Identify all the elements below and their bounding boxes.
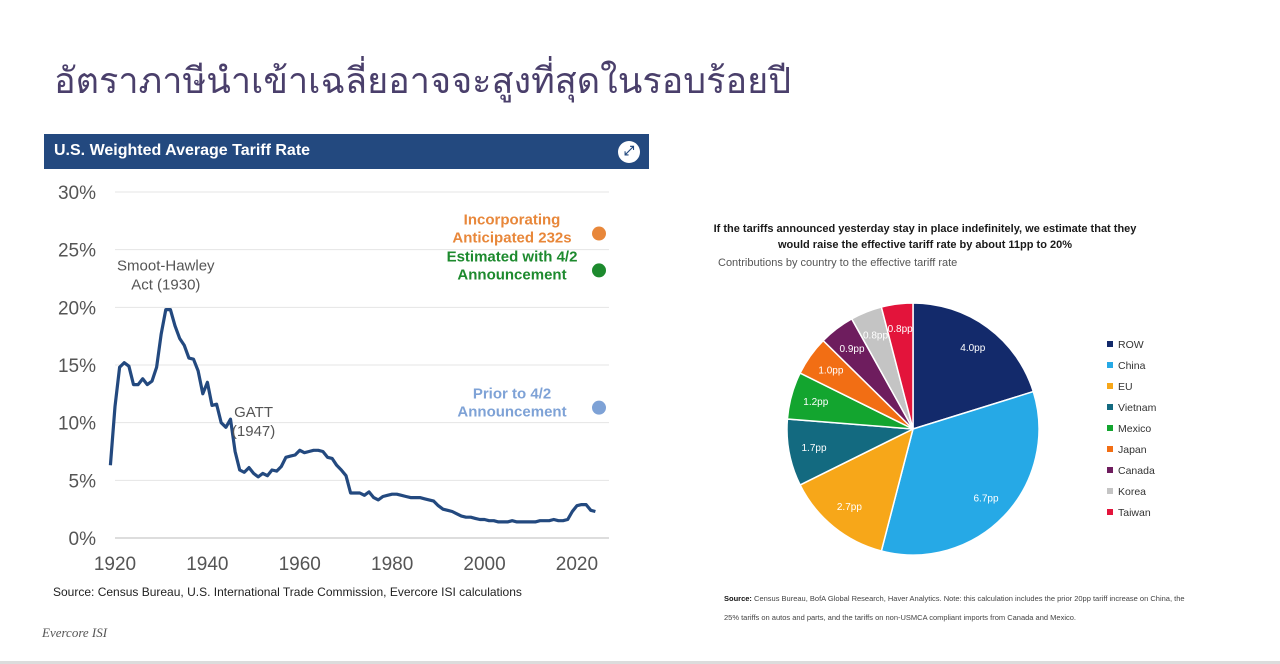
legend-swatch	[1107, 467, 1113, 473]
chart-header-title: U.S. Weighted Average Tariff Rate	[54, 142, 311, 159]
future-label-line: Prior to 4/2	[473, 386, 551, 403]
pie-slice-label: 1.7pp	[801, 443, 826, 454]
future-label-line: Estimated with 4/2	[447, 248, 578, 265]
future-estimate-dot	[592, 226, 606, 241]
pie-slice	[880, 390, 1040, 556]
pie-slice	[880, 302, 914, 430]
annotation-line: (1947)	[232, 423, 275, 440]
slide-title: อัตราภาษีนำเข้าเฉลี่ยอาจจะสูงที่สุดในรอบ…	[54, 61, 792, 102]
x-tick-label: 1960	[279, 554, 321, 575]
pie-slice	[799, 427, 915, 552]
y-tick-label: 30%	[58, 183, 96, 204]
pie-chart-subtitle: Contributions by country to the effectiv…	[718, 257, 958, 269]
future-label-line: Anticipated 232s	[452, 230, 571, 247]
x-tick-label: 2000	[463, 554, 505, 575]
pie-slice-label: 1.2pp	[803, 397, 828, 408]
y-tick-label: 5%	[69, 471, 97, 492]
tariff-pie-chart: 4.0pp 6.7pp 2.7pp 1.7pp 1.2pp 1.0pp 0.9pp 0.8pp…	[786, 302, 1157, 556]
legend-label: Taiwan	[1118, 507, 1151, 519]
y-tick-label: 20%	[58, 298, 96, 319]
x-tick-label: 1980	[371, 554, 413, 575]
future-label-line: Announcement	[457, 266, 566, 283]
pie-chart-headline: If the tariffs announced yesterday stay …	[700, 221, 1150, 253]
tariff-rate-line	[108, 308, 596, 524]
future-label-line: Announcement	[457, 404, 566, 421]
legend-label: EU	[1118, 381, 1133, 393]
annotation-line: Smoot-Hawley	[117, 257, 215, 274]
pie-source-line-1: Source: Census Bureau, BofA Global Resea…	[724, 589, 1194, 608]
expand-button[interactable]: ⤢	[618, 141, 640, 163]
legend-label: China	[1118, 360, 1146, 372]
y-tick-label: 10%	[58, 414, 96, 435]
future-estimate-label: Incorporating Anticipated 232s	[452, 212, 571, 247]
x-tick-label: 2020	[556, 554, 598, 575]
y-tick-label: 25%	[58, 241, 96, 262]
pie-slice	[912, 302, 1035, 431]
pie-slice-label: 0.8pp	[888, 324, 913, 335]
pie-slice-label: 0.9pp	[839, 344, 864, 355]
y-tick-label: 0%	[69, 529, 97, 550]
expand-icon: ⤢	[623, 144, 635, 159]
legend-swatch	[1107, 383, 1113, 389]
future-estimate-label: Estimated with 4/2 Announcement	[447, 248, 578, 283]
bottom-divider	[0, 661, 1280, 664]
event-annotation: GATT (1947)	[232, 404, 275, 440]
future-estimate-label: Prior to 4/2 Announcement	[457, 386, 566, 421]
legend-swatch	[1107, 425, 1113, 431]
event-annotation: Smoot-Hawley Act (1930)	[117, 257, 215, 293]
future-estimate-dot	[592, 263, 606, 278]
x-tick-label: 1940	[186, 554, 228, 575]
tariff-line-chart: 0% 5% 10% 15% 20% 25% 30% 1920 1940 1960 1980 2000 2…	[58, 183, 609, 575]
legend-label: Korea	[1118, 486, 1146, 498]
pie-slice-label: 6.7pp	[973, 494, 998, 505]
pie-source-line-2: 25% tariffs on autos and parts, and the …	[724, 613, 1076, 622]
annotation-line: Act (1930)	[131, 276, 200, 293]
footer-brand: Evercore ISI	[42, 625, 108, 640]
x-tick-label: 1920	[94, 554, 136, 575]
pie-slice-label: 2.7pp	[837, 502, 862, 513]
y-tick-label: 15%	[58, 356, 96, 377]
future-label-line: Incorporating	[464, 212, 561, 229]
legend-swatch	[1107, 446, 1113, 452]
pie-slice-label: 1.0pp	[818, 366, 843, 377]
annotation-line: GATT	[234, 404, 273, 421]
legend-swatch	[1107, 404, 1113, 410]
pie-headline-line-1: If the tariffs announced yesterday stay …	[713, 223, 1137, 235]
legend-swatch	[1107, 341, 1113, 347]
future-estimate-dot	[592, 400, 606, 415]
legend-label: ROW	[1118, 339, 1144, 351]
pie-source-text-1: Census Bureau, BofA Global Research, Hav…	[754, 594, 1185, 603]
legend-swatch	[1107, 362, 1113, 368]
left-chart-source: Source: Census Bureau, U.S. Internationa…	[53, 585, 522, 599]
legend-label: Vietnam	[1118, 402, 1157, 414]
pie-slice-label: 0.8pp	[863, 330, 888, 341]
pie-headline-line-2: would raise the effective tariff rate by…	[777, 239, 1073, 251]
pie-slice-label: 4.0pp	[960, 343, 985, 354]
legend-label: Japan	[1118, 444, 1147, 456]
pie-source-label: Source:	[724, 594, 752, 603]
legend-swatch	[1107, 509, 1113, 515]
legend-label: Canada	[1118, 465, 1155, 477]
pie-chart-source: Source: Census Bureau, BofA Global Resea…	[724, 589, 1194, 627]
chart-header: U.S. Weighted Average Tariff Rate ⤢	[44, 134, 649, 169]
legend-label: Mexico	[1118, 423, 1151, 435]
legend-swatch	[1107, 488, 1113, 494]
